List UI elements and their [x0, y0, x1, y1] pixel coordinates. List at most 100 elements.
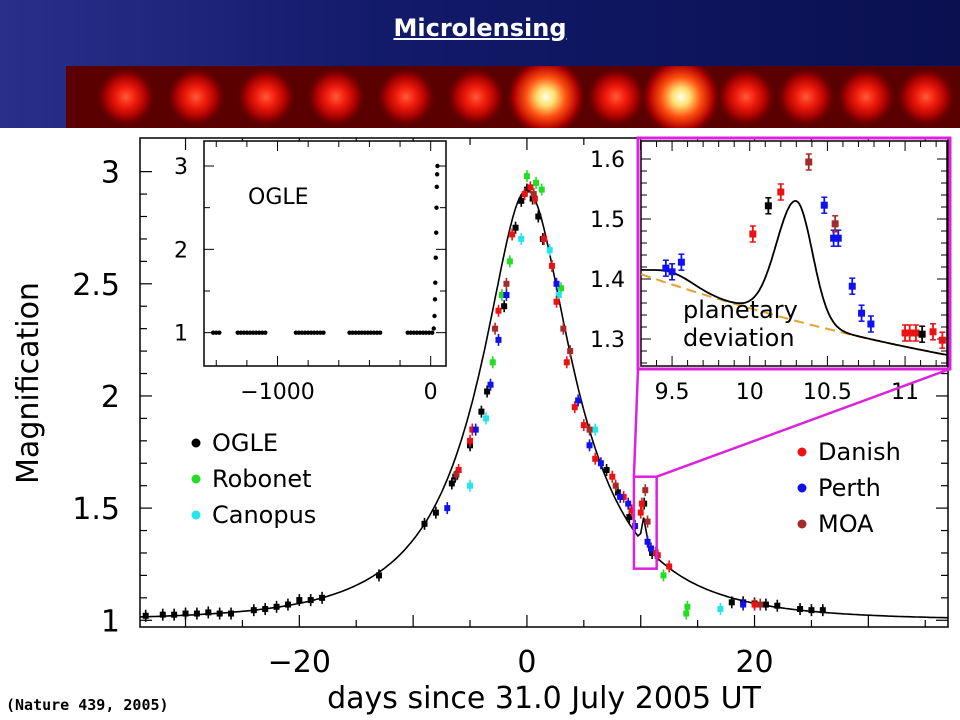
data-point-perth	[503, 292, 510, 299]
ogle-baseline-point	[241, 330, 247, 335]
y-tick-label: 2	[101, 380, 120, 415]
data-point-perth	[677, 258, 685, 266]
data-point-perth	[617, 493, 624, 500]
lensing-spot	[896, 67, 956, 127]
x-tick-label: −20	[268, 645, 331, 680]
einstein-ring-spot-strip	[66, 66, 960, 128]
ogle-baseline-point	[247, 330, 253, 335]
data-point-ogle	[193, 610, 200, 617]
data-point-perth	[575, 397, 582, 404]
data-point-moa	[586, 426, 593, 433]
y-tick-label: 1.4	[590, 268, 625, 293]
y-tick-label: 2	[174, 238, 188, 263]
ogle-rise-point	[435, 163, 440, 169]
legend-marker	[191, 510, 201, 520]
data-point-moa	[503, 280, 510, 287]
data-point-danish	[906, 329, 914, 337]
x-tick-label: 0	[517, 645, 536, 680]
y-axis-label: Magnification	[11, 282, 46, 484]
lensing-spot	[506, 66, 586, 128]
data-point-danish	[751, 601, 758, 608]
data-point-canopus	[555, 292, 562, 299]
data-point-perth	[858, 309, 866, 317]
ogle-rise-point	[432, 313, 437, 319]
lensing-spots	[96, 66, 956, 128]
x-tick-label: 9.5	[655, 380, 690, 405]
data-point-robonet	[684, 603, 691, 610]
data-point-ogle	[205, 609, 212, 616]
data-point-danish	[938, 336, 946, 344]
ogle-rise-point	[433, 280, 438, 285]
lensing-spot	[716, 67, 776, 127]
data-point-moa	[560, 325, 567, 332]
data-point-ogle	[808, 607, 815, 614]
data-point-ogle	[512, 224, 519, 231]
data-point-moa	[567, 348, 574, 355]
data-point-danish	[620, 493, 627, 500]
data-point-perth	[553, 280, 560, 287]
ogle-baseline-point	[244, 330, 250, 335]
lensing-spot	[586, 67, 646, 127]
data-point-ogle	[432, 509, 439, 516]
data-point-moa	[757, 601, 764, 608]
data-point-ogle	[518, 197, 525, 204]
data-point-danish	[495, 307, 502, 314]
ogle-baseline-point	[420, 330, 426, 335]
y-tick-label: 1	[101, 604, 120, 639]
ogle-baseline-point	[302, 330, 308, 335]
main-plot-frame	[139, 137, 949, 628]
ogle-baseline-point	[235, 330, 240, 335]
y-tick-label: 1.6	[590, 148, 625, 173]
data-point-robonet	[498, 292, 505, 299]
data-point-ogle	[250, 607, 257, 614]
data-point-perth	[662, 264, 670, 272]
data-point-danish	[527, 184, 534, 191]
data-point-danish	[553, 298, 560, 305]
ogle-baseline-point	[405, 330, 410, 335]
data-point-danish	[628, 507, 635, 514]
data-point-danish	[749, 230, 757, 238]
y-tick-label: 3	[101, 156, 120, 191]
x-tick-label: −1000	[240, 380, 314, 405]
data-point-canopus	[467, 482, 474, 489]
data-point-perth	[820, 201, 828, 209]
ogle-rise-point	[434, 205, 439, 210]
x-tick-label: 0	[424, 380, 438, 405]
ogle-baseline-point	[347, 330, 352, 335]
data-point-danish	[571, 404, 578, 411]
ogle-baseline-point	[426, 330, 432, 335]
data-point-danish	[666, 563, 673, 570]
y-tick-label: 1.5	[590, 208, 625, 233]
data-point-ogle	[478, 408, 485, 415]
data-point-ogle	[764, 202, 772, 210]
lensing-spot	[776, 67, 836, 127]
data-point-ogle	[216, 610, 223, 617]
legend-marker	[191, 438, 201, 448]
data-point-perth	[472, 426, 479, 433]
data-point-ogle	[762, 601, 769, 608]
legend-label: OGLE	[212, 429, 278, 457]
ogle-baseline-point	[368, 330, 374, 335]
data-point-perth	[848, 282, 856, 290]
legend-marker	[797, 447, 807, 457]
ogle-baseline-point	[296, 330, 302, 335]
ogle-baseline-point	[250, 330, 256, 335]
data-point-ogle	[142, 612, 149, 619]
legend-marker	[797, 519, 807, 529]
data-point-ogle	[649, 549, 656, 556]
data-point-danish	[541, 235, 547, 242]
ogle-baseline-point	[318, 330, 323, 335]
data-point-ogle	[614, 489, 621, 496]
data-point-moa	[612, 482, 619, 489]
data-point-moa	[805, 158, 813, 166]
x-tick-label: 20	[735, 645, 773, 680]
lensing-spot	[641, 66, 721, 128]
ogle-baseline-point	[430, 330, 435, 335]
ogle-baseline-point	[214, 330, 219, 335]
data-point-danish	[609, 473, 616, 480]
data-point-danish	[912, 329, 920, 337]
data-point-ogle	[228, 610, 235, 617]
ogle-baseline-point	[263, 330, 268, 335]
data-point-moa	[453, 471, 460, 478]
ogle-rise-point	[432, 297, 438, 302]
